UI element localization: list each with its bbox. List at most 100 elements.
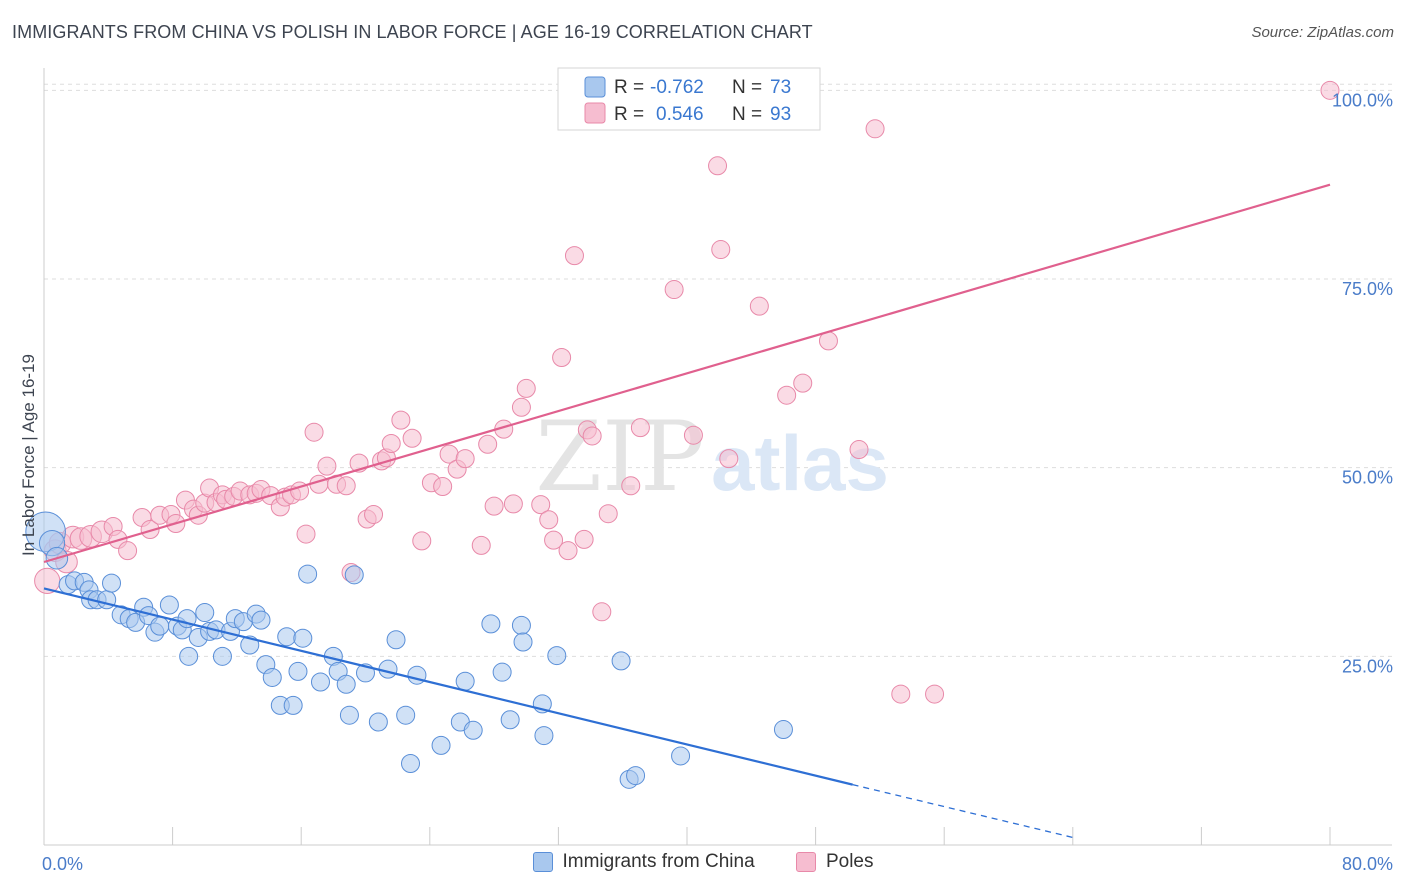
legend-swatch-poles-bottom <box>795 852 816 872</box>
poles-point-90 <box>891 684 911 704</box>
poles-point-59 <box>503 494 523 514</box>
watermark-atlas: atlas <box>711 419 889 507</box>
y-tick-label-25: 25.0% <box>1342 656 1393 676</box>
china-point-70 <box>671 746 691 766</box>
chart-title: IMMIGRANTS FROM CHINA VS POLISH IN LABOR… <box>12 22 813 42</box>
poles-point-75 <box>630 418 650 438</box>
y-axis-label: In Labor Force | Age 16-19 <box>19 354 38 556</box>
china-point-24 <box>195 603 215 623</box>
china-point-37 <box>277 627 297 647</box>
poles-point-82 <box>719 449 739 469</box>
poles-point-34 <box>296 524 316 544</box>
poles-point-67 <box>564 246 584 266</box>
china-point-33 <box>251 610 271 630</box>
china-point-41 <box>298 564 318 584</box>
axes <box>43 68 1392 846</box>
poles-point-65 <box>552 347 572 367</box>
legend-r-label-2: R = <box>614 104 644 125</box>
poles-point-78 <box>683 425 703 445</box>
china-point-35 <box>262 667 282 687</box>
tick-labels: 25.0% 50.0% 75.0% 100.0% 0.0% 80.0% <box>42 90 1393 874</box>
china-point-42 <box>310 672 330 692</box>
china-point-46 <box>339 705 359 725</box>
poles-point-43 <box>364 504 384 524</box>
poles-point-63 <box>539 510 559 530</box>
poles-point-83 <box>749 296 769 316</box>
x-tick-label-max: 80.0% <box>1342 854 1393 874</box>
legend-swatch-china-bottom <box>532 852 553 872</box>
watermark: ZIP atlas <box>535 401 889 513</box>
poles-point-66 <box>558 541 578 561</box>
china-point-55 <box>431 735 451 755</box>
china-point-60 <box>492 662 512 682</box>
legend-n-value-china: 73 <box>770 77 791 98</box>
poles-point-55 <box>471 535 491 555</box>
poles-point-12 <box>140 520 160 540</box>
legend-n-label-2: N = <box>732 104 762 125</box>
legend-n-label-1: N = <box>732 77 762 98</box>
poles-point-48 <box>402 428 422 448</box>
china-point-53 <box>401 753 421 773</box>
poles-point-92 <box>1320 80 1340 100</box>
poles-point-77 <box>664 280 684 300</box>
poles-point-56 <box>478 434 498 454</box>
china-point-50 <box>378 659 398 679</box>
source-label: Source: ZipAtlas.com <box>1251 24 1394 41</box>
china-point-18 <box>159 595 179 615</box>
poles-point-10 <box>118 541 138 561</box>
y-tick-label-100: 100.0% <box>1332 90 1393 110</box>
poles-point-51 <box>433 477 453 497</box>
china-point-38 <box>283 695 303 715</box>
legend-item-china: Immigrants from China <box>532 851 755 873</box>
poles-point-85 <box>777 385 797 405</box>
poles-point-37 <box>317 456 337 476</box>
poles-point-47 <box>391 410 411 430</box>
series-legend: Immigrants from China Poles <box>0 851 1406 878</box>
poles-point-86 <box>793 373 813 393</box>
poles-point-80 <box>708 156 728 176</box>
china-point-52 <box>396 705 416 725</box>
poles-point-91 <box>925 684 945 704</box>
trend-line-poles <box>43 183 1331 564</box>
china-point-17 <box>150 616 170 636</box>
stats-legend: R = -0.762 N = 73 R = 0.546 N = 93 <box>557 67 821 131</box>
legend-swatch-china <box>584 76 606 98</box>
legend-label-china: Immigrants from China <box>562 851 755 872</box>
trend-line-china <box>43 587 853 786</box>
china-point-22 <box>179 646 199 666</box>
poles-point-57 <box>484 496 504 516</box>
poles-point-61 <box>516 378 536 398</box>
poles-point-39 <box>336 476 356 496</box>
poles-point-74 <box>621 476 641 496</box>
china-point-49 <box>368 712 388 732</box>
y-tick-label-50: 50.0% <box>1342 468 1393 488</box>
china-point-47 <box>344 565 364 585</box>
china-point-69 <box>626 766 646 786</box>
china-point-71 <box>773 720 793 740</box>
watermark-zip: ZIP <box>535 401 704 513</box>
poles-point-70 <box>582 426 602 446</box>
legend-r-label-1: R = <box>614 77 644 98</box>
poles-point-68 <box>574 529 594 549</box>
y-tick-label-75: 75.0% <box>1342 279 1393 299</box>
china-point-39 <box>288 661 308 681</box>
poles-point-49 <box>412 531 432 551</box>
china-point-27 <box>212 646 232 666</box>
china-point-62 <box>511 615 531 635</box>
legend-r-value-poles: 0.546 <box>656 104 704 125</box>
x-tick-label-min: 0.0% <box>42 854 83 874</box>
legend-n-value-poles: 93 <box>770 104 791 125</box>
china-point-61 <box>500 710 520 730</box>
poles-point-88 <box>849 440 869 460</box>
china-point-65 <box>534 726 554 746</box>
poles-point-35 <box>304 422 324 442</box>
legend-item-poles: Poles <box>795 851 873 873</box>
poles-point-71 <box>592 602 612 622</box>
china-point-67 <box>611 651 631 671</box>
legend-r-value-china: -0.762 <box>650 77 704 98</box>
poles-point-64 <box>544 530 564 550</box>
china-point-57 <box>455 671 475 691</box>
china-point-58 <box>463 720 483 740</box>
poles-point-72 <box>598 504 618 524</box>
